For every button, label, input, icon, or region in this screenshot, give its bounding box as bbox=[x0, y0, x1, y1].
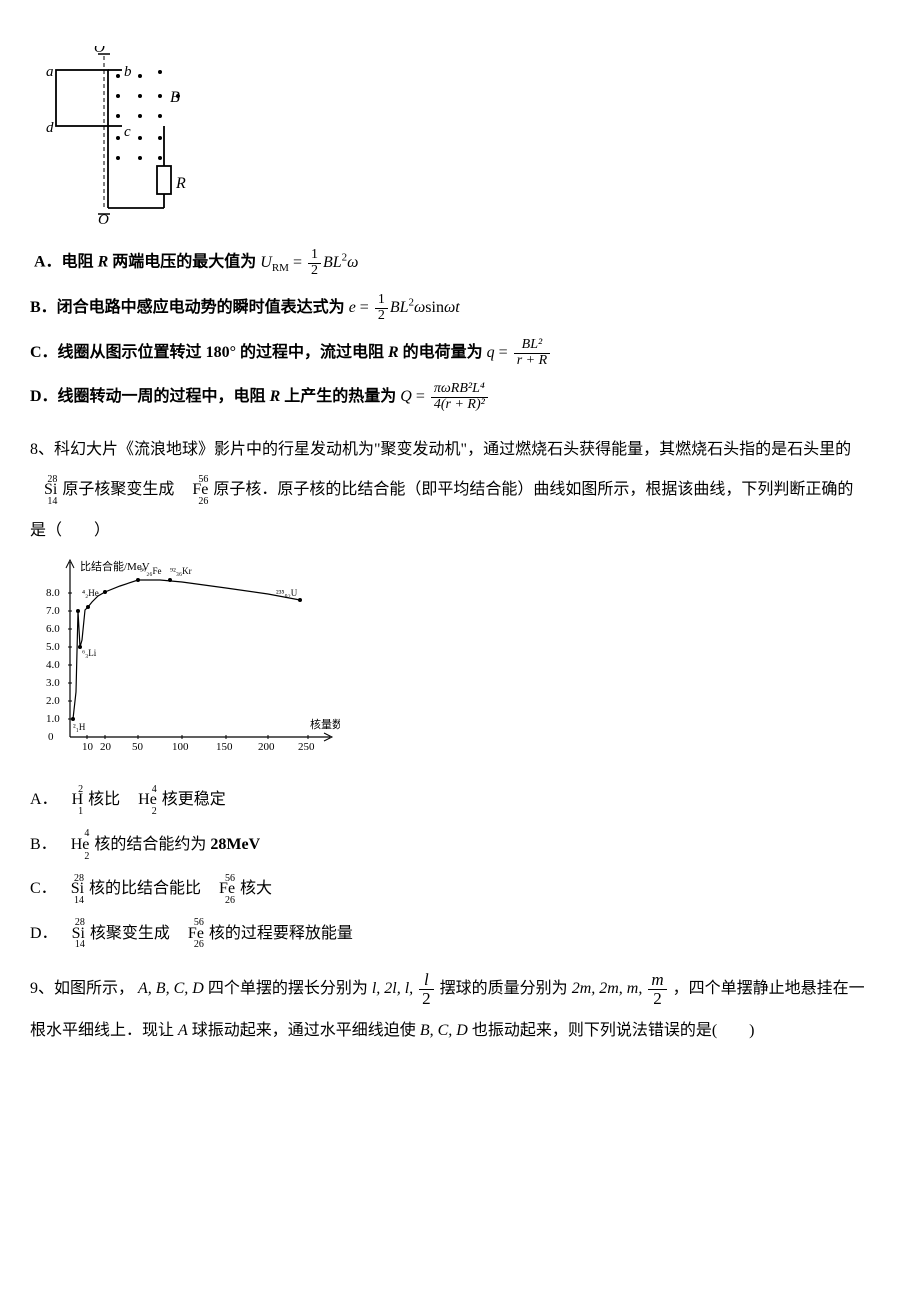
question-number: 9、 bbox=[30, 980, 54, 997]
svg-text:7.0: 7.0 bbox=[46, 605, 60, 617]
label-a: a bbox=[46, 64, 54, 80]
svg-text:⁹²₃₆Kr: ⁹²₃₆Kr bbox=[170, 566, 192, 576]
binding-energy-chart: 比结合能/MeV 0 1.0 2.0 3.0 4.0 5.0 6.0 7.0 8… bbox=[40, 552, 890, 773]
svg-text:2.0: 2.0 bbox=[46, 695, 60, 707]
svg-text:核量数: 核量数 bbox=[310, 717, 340, 731]
svg-text:20: 20 bbox=[100, 741, 112, 753]
q8-option-B: B．42He 核的结合能约为 28MeV bbox=[30, 830, 890, 860]
q8-stem-line2: 2814Si 原子核聚变生成 5626Fe 原子核．原子核的比结合能（即平均结合… bbox=[30, 475, 890, 505]
q9-stem-line2: 根水平细线上．现让 A 球振动起来，通过水平细线迫使 B, C, D 也振动起来… bbox=[30, 1016, 890, 1046]
label-R: R bbox=[175, 175, 186, 192]
q8-option-D: D．2814Si 核聚变生成 5626Fe 核的过程要释放能量 bbox=[30, 919, 890, 949]
svg-text:⁴₂He: ⁴₂He bbox=[82, 588, 99, 598]
question-9: 9、如图所示， A, B, C, D 四个单摆的摆长分别为 l, 2l, l, … bbox=[30, 971, 890, 1008]
q8-option-C: C．2814Si 核的比结合能比 5626Fe 核大 bbox=[30, 874, 890, 904]
svg-text:100: 100 bbox=[172, 741, 189, 753]
svg-text:⁶₃Li: ⁶₃Li bbox=[82, 648, 97, 658]
svg-text:150: 150 bbox=[216, 741, 233, 753]
q7-option-A: A．电阻 R 两端电压的最大值为 URM = 12BL2ω bbox=[30, 247, 890, 278]
svg-text:3.0: 3.0 bbox=[46, 677, 60, 689]
q8-option-A: A．21H 核比 42He 核更稳定 bbox=[30, 785, 890, 815]
label-O-prime: O′ bbox=[94, 46, 109, 56]
frac-l-2: l2 bbox=[419, 971, 434, 1008]
svg-text:⁵⁶₂₆Fe: ⁵⁶₂₆Fe bbox=[140, 566, 162, 576]
svg-text:²₁H: ²₁H bbox=[73, 722, 86, 732]
svg-text:6.0: 6.0 bbox=[46, 623, 60, 635]
question-number: 8、 bbox=[30, 441, 54, 458]
svg-text:50: 50 bbox=[132, 741, 144, 753]
svg-text:10: 10 bbox=[82, 741, 94, 753]
label-O: O bbox=[98, 212, 109, 224]
svg-text:4.0: 4.0 bbox=[46, 659, 60, 671]
nuclide-si: 2814Si bbox=[30, 475, 57, 505]
svg-text:250: 250 bbox=[298, 741, 315, 753]
q7-option-C: C．线圈从图示位置转过 180° 的过程中，流过电阻 R 的电荷量为 q = B… bbox=[30, 338, 890, 369]
label-d: d bbox=[46, 120, 54, 136]
label-b: b bbox=[124, 64, 132, 80]
q7-option-D: D．线圈转动一周的过程中，电阻 R 上产生的热量为 Q = πωRB²L⁴4(r… bbox=[30, 382, 890, 413]
svg-text:0: 0 bbox=[48, 731, 54, 743]
nuclide-fe: 5626Fe bbox=[178, 475, 208, 505]
q7-option-B: B．闭合电路中感应电动势的瞬时值表达式为 e = 12BL2ωsinωt bbox=[30, 293, 890, 324]
svg-text:1.0: 1.0 bbox=[46, 713, 60, 725]
q8-stem-line3: 是（ ） bbox=[30, 516, 890, 546]
label-c: c bbox=[124, 124, 131, 140]
question-8: 8、科幻大片《流浪地球》影片中的行星发动机为"聚变发动机"，通过燃烧石头获得能量… bbox=[30, 435, 890, 465]
svg-text:²³⁵₉₂U: ²³⁵₉₂U bbox=[276, 588, 298, 598]
frac-m-2: m2 bbox=[648, 971, 666, 1008]
svg-text:5.0: 5.0 bbox=[46, 641, 60, 653]
svg-text:8.0: 8.0 bbox=[46, 587, 60, 599]
circuit-diagram: O′ a b c d B R O bbox=[40, 46, 890, 235]
svg-text:200: 200 bbox=[258, 741, 275, 753]
